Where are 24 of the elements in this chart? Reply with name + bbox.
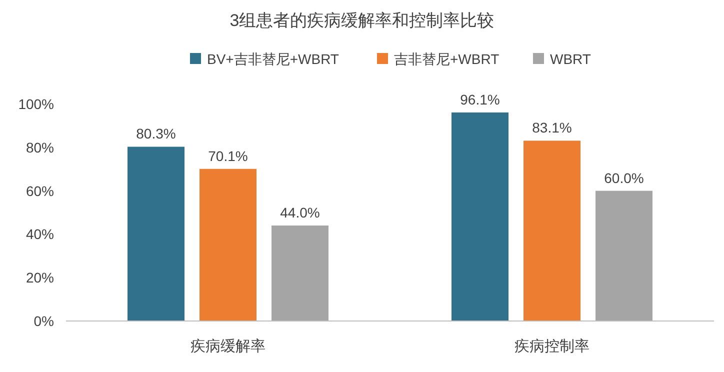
y-tick-label: 80%: [26, 139, 54, 156]
bar: [596, 190, 652, 321]
legend-label: BV+吉非替尼+WBRT: [207, 51, 340, 67]
bar: [272, 226, 328, 321]
x-tick-label: 疾病缓解率: [190, 338, 266, 355]
data-label: 70.1%: [208, 148, 248, 164]
y-tick-label: 40%: [26, 226, 54, 242]
y-tick-label: 100%: [18, 96, 54, 112]
data-label: 44.0%: [280, 204, 320, 221]
bar: [128, 146, 184, 321]
chart-title: 3组患者的疾病缓解率和控制率比较: [230, 11, 494, 30]
data-label: 80.3%: [136, 126, 176, 142]
legend-label: WBRT: [550, 51, 592, 67]
data-label: 60.0%: [604, 170, 644, 186]
x-tick-label: 疾病控制率: [514, 338, 590, 355]
y-tick-label: 20%: [26, 270, 54, 286]
y-tick-label: 60%: [26, 182, 54, 199]
legend-label: 吉非替尼+WBRT: [394, 51, 500, 67]
data-label: 96.1%: [460, 91, 500, 108]
bar: [524, 140, 580, 321]
bar: [200, 168, 256, 321]
data-label: 83.1%: [532, 120, 572, 136]
bar: [452, 112, 508, 321]
y-tick-label: 0%: [34, 313, 54, 329]
